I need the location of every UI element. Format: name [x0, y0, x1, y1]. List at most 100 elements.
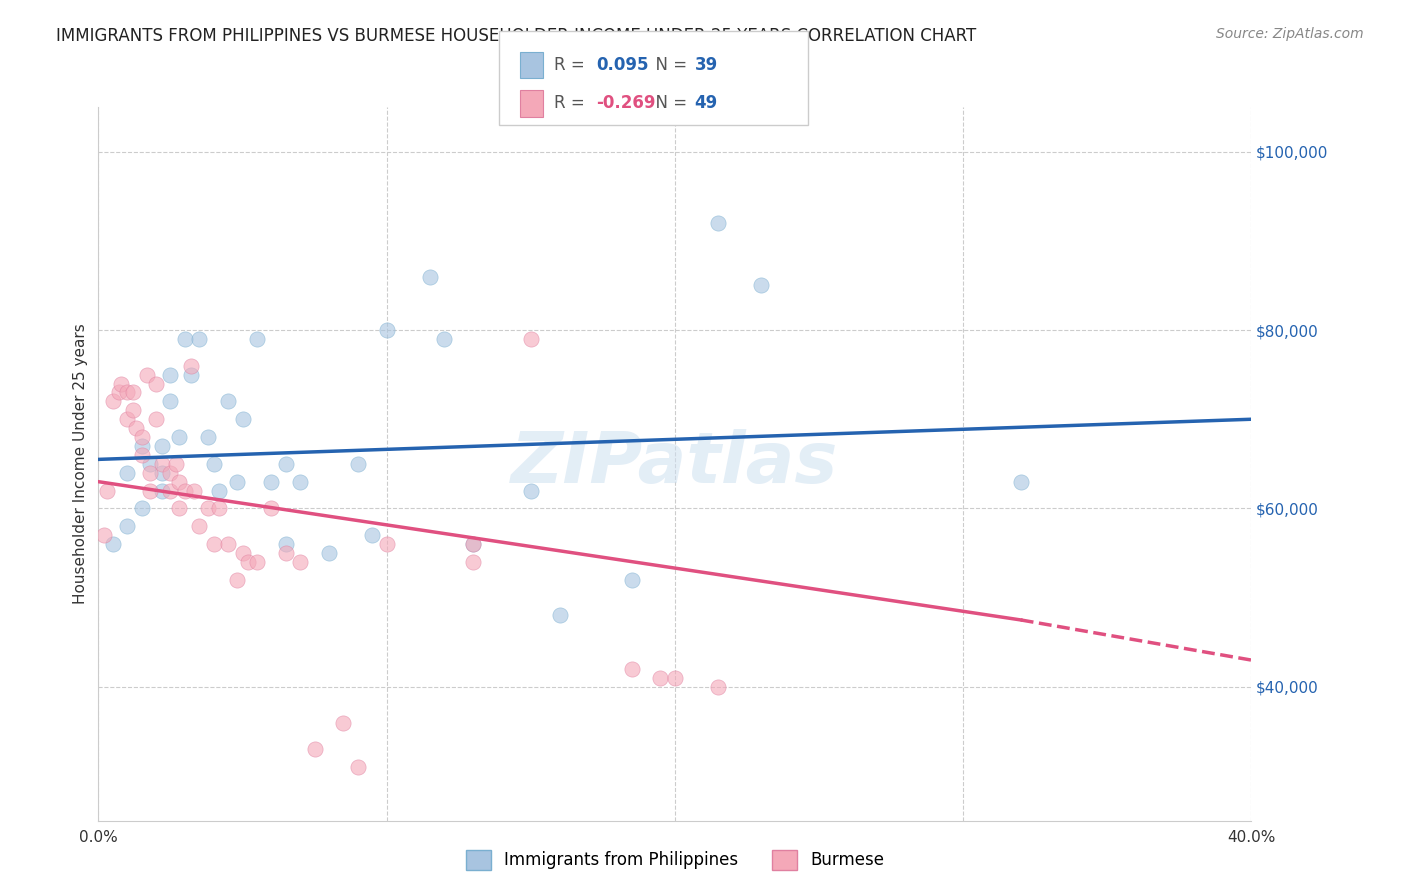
Point — [174, 483, 197, 498]
Text: N =: N = — [645, 95, 693, 112]
Point — [225, 475, 247, 489]
Point — [131, 439, 153, 453]
Point — [231, 412, 254, 426]
Point — [346, 760, 368, 774]
Text: Source: ZipAtlas.com: Source: ZipAtlas.com — [1216, 27, 1364, 41]
Point — [260, 501, 283, 516]
Point — [165, 457, 187, 471]
Point — [246, 332, 269, 346]
Legend: Immigrants from Philippines, Burmese: Immigrants from Philippines, Burmese — [460, 843, 890, 877]
Point — [167, 501, 190, 516]
Point — [188, 332, 211, 346]
Point — [318, 546, 340, 560]
Point — [136, 368, 159, 382]
Point — [159, 394, 181, 409]
Y-axis label: Householder Income Under 25 years: Householder Income Under 25 years — [73, 324, 89, 604]
Text: 39: 39 — [695, 56, 718, 74]
Point — [122, 403, 145, 417]
Point — [707, 680, 730, 694]
Point — [150, 466, 173, 480]
Text: 49: 49 — [695, 95, 718, 112]
Point — [217, 394, 239, 409]
Point — [419, 269, 441, 284]
Text: N =: N = — [645, 56, 693, 74]
Text: IMMIGRANTS FROM PHILIPPINES VS BURMESE HOUSEHOLDER INCOME UNDER 25 YEARS CORRELA: IMMIGRANTS FROM PHILIPPINES VS BURMESE H… — [56, 27, 977, 45]
Point — [110, 376, 132, 391]
Point — [260, 475, 283, 489]
Point — [93, 528, 115, 542]
Point — [131, 501, 153, 516]
Point — [131, 430, 153, 444]
Point — [122, 385, 145, 400]
Point — [375, 537, 398, 551]
Point — [139, 457, 162, 471]
Point — [1010, 475, 1032, 489]
Point — [167, 475, 190, 489]
Point — [107, 385, 129, 400]
Point — [548, 608, 571, 623]
Point — [290, 475, 312, 489]
Point — [125, 421, 148, 435]
Point — [520, 483, 543, 498]
Point — [751, 278, 773, 293]
Text: -0.269: -0.269 — [596, 95, 655, 112]
Point — [180, 359, 202, 373]
Point — [217, 537, 239, 551]
Point — [520, 332, 543, 346]
Point — [274, 537, 297, 551]
Point — [131, 448, 153, 462]
Point — [150, 457, 173, 471]
Point — [650, 671, 672, 685]
Point — [274, 457, 297, 471]
Point — [174, 332, 197, 346]
Text: 0.095: 0.095 — [596, 56, 648, 74]
Point — [375, 323, 398, 337]
Point — [620, 573, 643, 587]
Point — [332, 715, 354, 730]
Point — [139, 466, 162, 480]
Point — [208, 501, 231, 516]
Point — [188, 519, 211, 533]
Point — [290, 555, 312, 569]
Point — [197, 501, 219, 516]
Point — [202, 537, 225, 551]
Point — [208, 483, 231, 498]
Text: ZIPatlas: ZIPatlas — [512, 429, 838, 499]
Point — [117, 412, 138, 426]
Point — [159, 483, 181, 498]
Text: 40.0%: 40.0% — [1227, 830, 1275, 845]
Point — [117, 466, 138, 480]
Point — [707, 216, 730, 230]
Point — [139, 483, 162, 498]
Point — [180, 368, 202, 382]
Point — [620, 662, 643, 676]
Point — [117, 519, 138, 533]
Point — [145, 376, 167, 391]
Point — [461, 537, 484, 551]
Point — [183, 483, 205, 498]
Point — [231, 546, 254, 560]
Point — [274, 546, 297, 560]
Text: R =: R = — [554, 56, 591, 74]
Point — [225, 573, 247, 587]
Point — [433, 332, 456, 346]
Point — [664, 671, 686, 685]
Point — [461, 555, 484, 569]
Point — [246, 555, 269, 569]
Point — [238, 555, 260, 569]
Point — [197, 430, 219, 444]
Point — [346, 457, 368, 471]
Point — [461, 537, 484, 551]
Point — [96, 483, 118, 498]
Point — [150, 483, 173, 498]
Point — [145, 412, 167, 426]
Point — [150, 439, 173, 453]
Point — [361, 528, 384, 542]
Point — [202, 457, 225, 471]
Point — [167, 430, 190, 444]
Point — [101, 537, 124, 551]
Point — [159, 466, 181, 480]
Point — [159, 368, 181, 382]
Point — [304, 742, 326, 756]
Point — [117, 385, 138, 400]
